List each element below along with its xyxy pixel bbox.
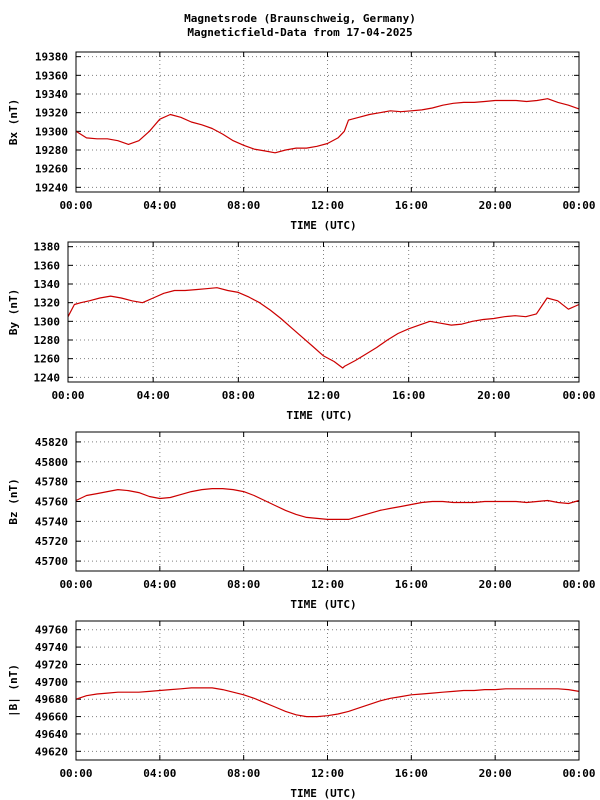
plot1-ytick-label: 19260 [35, 163, 68, 176]
plot1-ytick-label: 19360 [35, 69, 68, 82]
plot1-frame [75, 51, 580, 193]
plot4-xtick-label: 12:00 [311, 767, 344, 780]
plot1-series-line [75, 98, 580, 154]
title-line-1: Magnetsrode (Braunschweig, Germany) [184, 12, 416, 25]
plot1-ylabel: Bx (nT) [7, 99, 20, 145]
plot4-xlabel: TIME (UTC) [290, 787, 356, 800]
plot1-xtick-label: 00:00 [59, 199, 92, 212]
plot1-xtick-label: 04:00 [143, 199, 176, 212]
plot3-xtick-label: 12:00 [311, 578, 344, 591]
plot2-ytick-label: 1320 [34, 297, 61, 310]
plot2-xtick-label: 04:00 [137, 389, 170, 402]
plot2-ytick-label: 1280 [34, 334, 61, 347]
chart-title: Magnetsrode (Braunschweig, Germany) Magn… [0, 12, 600, 40]
plot3-ytick-label: 45800 [35, 456, 68, 469]
plot3-ytick-label: 45740 [35, 515, 68, 528]
plot2-xtick-label: 00:00 [51, 389, 84, 402]
plot2-ytick-label: 1240 [34, 371, 61, 384]
plot1-ytick-label: 19300 [35, 125, 68, 138]
plot4-xtick-label: 08:00 [227, 767, 260, 780]
plot2-xtick-label: 20:00 [477, 389, 510, 402]
plot4-ytick-label: 49660 [35, 711, 68, 724]
plot2-ytick-label: 1260 [34, 353, 61, 366]
plot4-ytick-label: 49740 [35, 641, 68, 654]
plot3-ytick-label: 45720 [35, 535, 68, 548]
plot4-ytick-label: 49700 [35, 676, 68, 689]
plot3-xtick-label: 20:00 [479, 578, 512, 591]
plot3-frame [75, 431, 580, 572]
plot4-ytick-label: 49680 [35, 693, 68, 706]
plot4-xtick-label: 04:00 [143, 767, 176, 780]
plot4-ytick-label: 49640 [35, 728, 68, 741]
plot1-ytick-label: 19240 [35, 181, 68, 194]
plot2-ytick-label: 1380 [34, 241, 61, 254]
plot3-series-line [75, 488, 580, 521]
plot3-ytick-label: 45820 [35, 436, 68, 449]
plot1-ytick-label: 19380 [35, 51, 68, 64]
plot2-ytick-label: 1360 [34, 259, 61, 272]
plot2-xtick-label: 12:00 [307, 389, 340, 402]
plot1-xtick-label: 16:00 [395, 199, 428, 212]
plot3-xtick-label: 08:00 [227, 578, 260, 591]
plot1-ytick-label: 19340 [35, 88, 68, 101]
plot2-ylabel: By (nT) [7, 289, 20, 335]
plot2-xtick-label: 08:00 [222, 389, 255, 402]
plot4-xtick-label: 20:00 [479, 767, 512, 780]
plot1-xtick-label: 08:00 [227, 199, 260, 212]
plot4-ylabel: |B| (nT) [7, 664, 20, 717]
plot3-xtick-label: 00:00 [59, 578, 92, 591]
plot1-xtick-label: 00:00 [562, 199, 595, 212]
plot4-ytick-label: 49620 [35, 745, 68, 758]
plot2-ytick-label: 1300 [34, 315, 61, 328]
title-line-2: Magneticfield-Data from 17-04-2025 [187, 26, 413, 39]
plot2-xtick-label: 16:00 [392, 389, 425, 402]
plot4-series-line [75, 687, 580, 718]
plot4-xtick-label: 16:00 [395, 767, 428, 780]
plot3-xtick-label: 04:00 [143, 578, 176, 591]
plot1-ytick-label: 19320 [35, 107, 68, 120]
plot4-xtick-label: 00:00 [59, 767, 92, 780]
plot3-ytick-label: 45780 [35, 476, 68, 489]
plot4-ytick-label: 49760 [35, 624, 68, 637]
plot3-ytick-label: 45760 [35, 496, 68, 509]
plot1-xtick-label: 20:00 [479, 199, 512, 212]
plot3-ylabel: Bz (nT) [7, 478, 20, 524]
plot2-ytick-label: 1340 [34, 278, 61, 291]
plot2-xlabel: TIME (UTC) [286, 409, 352, 422]
plot3-xtick-label: 16:00 [395, 578, 428, 591]
plot3-xlabel: TIME (UTC) [290, 598, 356, 611]
plot1-ytick-label: 19280 [35, 144, 68, 157]
plot4-frame [75, 620, 580, 761]
plot1-xlabel: TIME (UTC) [290, 219, 356, 232]
plot2-frame [67, 241, 580, 383]
plot3-ytick-label: 45700 [35, 555, 68, 568]
plot4-ytick-label: 49720 [35, 658, 68, 671]
plot2-series-line [67, 287, 580, 369]
plot2-xtick-label: 00:00 [562, 389, 595, 402]
plot4-xtick-label: 00:00 [562, 767, 595, 780]
plot3-xtick-label: 00:00 [562, 578, 595, 591]
plot1-xtick-label: 12:00 [311, 199, 344, 212]
